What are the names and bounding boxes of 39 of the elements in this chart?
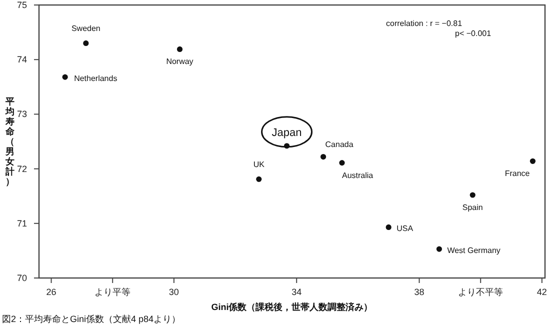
y-tick-label: 74 <box>16 54 27 65</box>
point <box>176 46 183 52</box>
x-tick-label: 38 <box>414 287 424 297</box>
point <box>339 160 345 166</box>
x-tick-label: より平等 <box>94 287 131 297</box>
x-tick-label: 34 <box>292 287 302 297</box>
x-tick-label: 26 <box>46 287 56 297</box>
caption: 図2：平均寿命とGini係数（文献4 p84より） <box>2 314 181 324</box>
point <box>530 158 536 164</box>
annotation: Australia <box>342 170 374 180</box>
annotation: Canada <box>325 140 354 149</box>
point <box>470 192 476 198</box>
annotation: p< −0.001 <box>455 29 492 38</box>
x-tick-label: 30 <box>168 287 179 297</box>
point <box>256 176 262 182</box>
annotation: Norway <box>166 57 194 66</box>
y-tick-label: 70 <box>16 273 27 283</box>
y-tick-label: 73 <box>16 109 27 120</box>
annotation: Spain <box>462 203 483 212</box>
annotation: Netherlands <box>74 74 118 84</box>
y-tick-label: 72 <box>16 164 27 174</box>
x-tick-label: 42 <box>536 287 547 297</box>
point <box>386 224 392 230</box>
point <box>436 246 442 252</box>
y-tick-label: 71 <box>16 218 27 228</box>
x-axis-title: Gini係数（課税後，世帯人数調整済み） <box>211 302 373 312</box>
point <box>320 154 326 160</box>
annotation: Sweden <box>71 24 100 34</box>
annotation: USA <box>396 224 414 234</box>
annotation: France <box>504 169 530 178</box>
annotation: correlation : r = −0.81 <box>386 19 463 28</box>
annotation: West Germany <box>447 246 500 256</box>
point <box>83 40 89 46</box>
annotation: Japan <box>272 126 302 139</box>
y-tick-label: 75 <box>16 0 27 10</box>
x-tick-label: より不平等 <box>458 287 504 297</box>
annotation: UK <box>253 160 266 170</box>
text: 平均寿命（男女計） <box>6 96 14 186</box>
point <box>62 74 68 80</box>
